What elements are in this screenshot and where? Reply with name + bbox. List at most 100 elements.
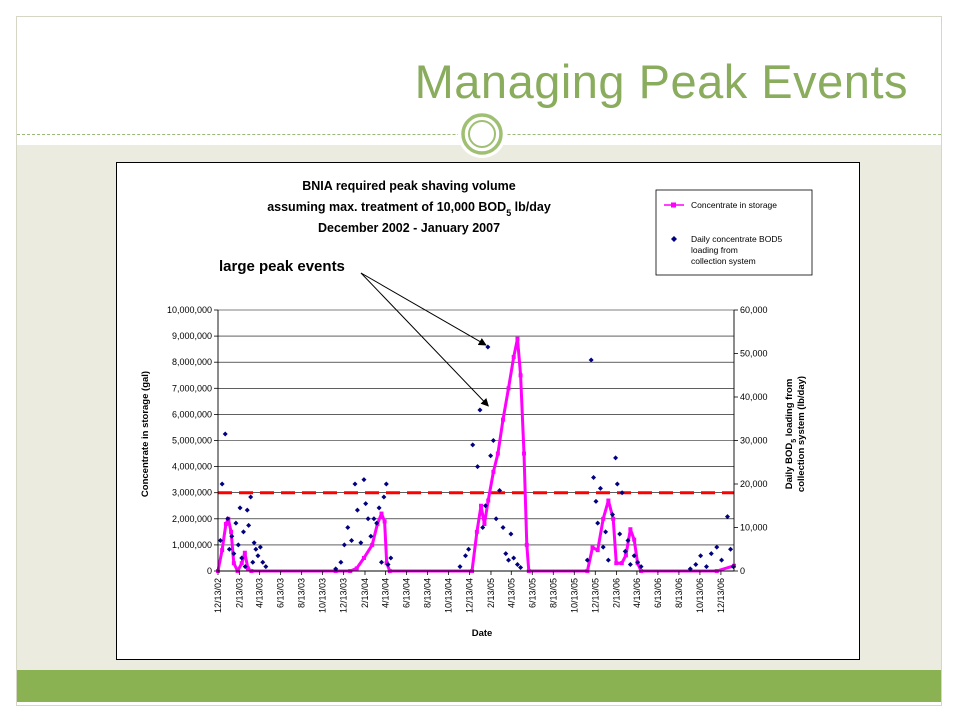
y2-axis-title-line-1: Daily BOD5 loading from	[784, 379, 798, 490]
daily-loading-point	[619, 490, 625, 496]
daily-loading-point	[728, 546, 734, 552]
daily-loading-point	[229, 533, 235, 539]
daily-loading-point	[233, 520, 239, 526]
daily-loading-point	[341, 542, 347, 548]
daily-loading-point	[333, 566, 339, 572]
x-tick-label: 8/13/04	[423, 578, 433, 608]
daily-loading-point	[625, 538, 631, 544]
storage-point	[590, 545, 595, 550]
daily-loading-point	[246, 522, 252, 528]
storage-point	[518, 373, 523, 378]
storage-point	[478, 503, 483, 508]
y-tick-label: 8,000,000	[172, 357, 212, 367]
daily-loading-point	[354, 507, 360, 513]
chart-title-line-3: December 2002 - January 2007	[318, 221, 500, 235]
x-tick-label: 6/13/05	[527, 578, 537, 608]
legend-storage-marker	[671, 202, 676, 208]
storage-point	[220, 548, 225, 553]
daily-loading-point	[622, 548, 628, 554]
y-tick-label: 2,000,000	[172, 514, 212, 524]
y-tick-label: 5,000,000	[172, 436, 212, 446]
legend: Concentrate in storage Daily concentrate…	[655, 189, 813, 276]
daily-loading-point	[724, 514, 730, 520]
storage-point	[491, 469, 496, 474]
daily-loading-point	[482, 503, 488, 509]
annotation: large peak events	[219, 258, 489, 407]
daily-loading-point	[614, 481, 620, 487]
daily-loading-point	[703, 564, 709, 570]
y-tick-label: 9,000,000	[172, 331, 212, 341]
daily-loading-point	[365, 516, 371, 522]
storage-point	[611, 516, 616, 521]
y2-tick-label: 20,000	[740, 479, 768, 489]
y2-tick-label: 10,000	[740, 523, 768, 533]
slide-title: Managing Peak Events	[414, 55, 908, 108]
daily-loading-point	[503, 551, 509, 557]
storage-point	[382, 519, 387, 524]
storage-point	[354, 566, 359, 571]
y-tick-label: 4,000,000	[172, 462, 212, 472]
daily-loading-point	[475, 464, 481, 470]
storage-line	[216, 337, 735, 573]
daily-loading-point	[239, 555, 245, 561]
legend-daily-label-line-2: loading from	[691, 245, 738, 255]
daily-loading-point	[613, 455, 619, 461]
storage-point	[623, 553, 628, 558]
daily-loading-point	[488, 453, 494, 459]
daily-loading-point	[374, 520, 380, 526]
daily-loading-point	[485, 344, 491, 350]
daily-loading-point	[222, 431, 228, 437]
y-tick-label: 3,000,000	[172, 488, 212, 498]
daily-loading-point	[635, 559, 641, 565]
x-tick-label: 4/13/06	[632, 578, 642, 608]
daily-loading-point	[477, 407, 483, 413]
storage-point	[245, 566, 250, 571]
storage-point	[384, 561, 389, 566]
daily-loading-series	[217, 344, 736, 572]
x-tick-label: 12/13/05	[590, 578, 600, 613]
daily-loading-point	[383, 481, 389, 487]
daily-loading-point	[730, 564, 736, 570]
storage-point	[595, 548, 600, 553]
x-tick-label: 4/13/03	[255, 578, 265, 608]
x-tick-label: 8/13/03	[297, 578, 307, 608]
chart-svg: BNIA required peak shaving volume assumi…	[140, 179, 813, 639]
daily-loading-point	[219, 481, 225, 487]
storage-point	[601, 516, 606, 521]
storage-point	[506, 386, 511, 391]
daily-loading-point	[719, 557, 725, 563]
storage-point	[482, 522, 487, 527]
storage-series	[216, 336, 736, 573]
x-tick-label: 10/13/06	[695, 578, 705, 613]
daily-loading-point	[591, 474, 597, 480]
daily-loading-point	[708, 551, 714, 557]
daily-loading-point	[605, 557, 611, 563]
daily-loading-point	[600, 544, 606, 550]
daily-loading-point	[480, 525, 486, 530]
x-tick-label: 6/13/06	[653, 578, 663, 608]
y-tick-label: 10,000,000	[167, 305, 212, 315]
y-axis-title: Concentrate in storage (gal)	[140, 371, 151, 497]
x-tick-label: 10/13/05	[569, 578, 579, 613]
daily-loading-point	[240, 529, 246, 535]
y2-tick-label: 60,000	[740, 305, 768, 315]
daily-loading-point	[231, 551, 237, 557]
daily-loading-point	[493, 516, 499, 522]
daily-loading-point	[363, 501, 369, 507]
daily-loading-point	[352, 481, 358, 487]
x-tick-label: 6/13/04	[402, 578, 412, 608]
daily-loading-point	[345, 525, 351, 530]
y-tick-label: 0	[207, 566, 212, 576]
daily-loading-point	[376, 505, 382, 511]
annotation-label: large peak events	[219, 258, 345, 275]
storage-point	[495, 451, 500, 456]
x-tick-label: 10/13/03	[318, 578, 328, 613]
daily-loading-point	[627, 561, 633, 567]
daily-loading-point	[371, 516, 377, 522]
annotation-arrow	[360, 272, 489, 407]
storage-point	[379, 511, 384, 516]
daily-loading-point	[687, 566, 693, 572]
x-tick-label: 4/13/04	[381, 578, 391, 608]
y-tick-label: 6,000,000	[172, 409, 212, 419]
storage-point	[524, 542, 529, 547]
